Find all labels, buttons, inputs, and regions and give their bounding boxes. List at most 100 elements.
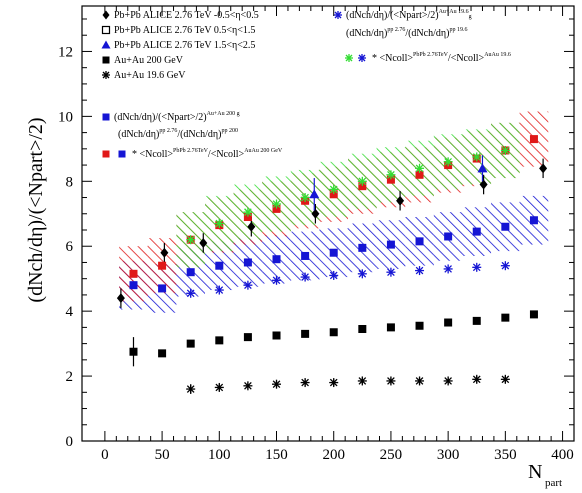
data-point [215,261,224,270]
data-point [500,145,510,155]
data-point-stroke [272,200,281,208]
data-point [358,243,367,252]
legend-green-line3: * <Ncoll>PbPb 2.76TeV/<Ncoll>AuAu 19.6 [372,52,511,64]
legend-red-line: * <Ncoll>PbPb 2.76TeV/<Ncoll>AuAu 200 Ge… [132,148,283,160]
legend-marker-blue-square [102,113,110,121]
legend-marker [102,113,110,121]
data-point [311,208,320,219]
data-point [247,221,256,232]
data-point [357,376,367,386]
legend-red-main: * <Ncoll> [132,149,173,160]
data-point-stroke [215,383,224,392]
legend-red-sup1: PbPb 2.76TeV [173,148,209,154]
legend-marker-stroke [345,54,353,62]
data-point [129,281,138,290]
data-point [243,333,252,342]
legend-green-line3-sup: PbPb 2.76TeV [413,52,449,58]
legend-entry-auau196: Au+Au 19.6 GeV [114,70,186,81]
legend-blue-line1-sup: Au+Au 200 g [207,111,240,117]
data-point-stroke [358,177,367,186]
data-point [329,184,339,194]
data-point-stroke [415,377,424,385]
data-point [300,193,310,203]
data-point [358,325,367,334]
data-point [186,339,195,348]
legend-blue-line2-sup2: pp 200 [221,128,238,134]
legend-marker [102,56,110,64]
data-point [477,163,488,173]
data-point [214,285,224,295]
data-point [386,323,395,332]
data-point-stroke [472,375,481,384]
data-point [214,382,224,392]
x-tick-label: 300 [437,447,460,463]
data-point [272,204,281,213]
data-point-stroke [358,269,367,278]
x-axis-title-main: N [528,461,542,483]
data-point [129,269,138,278]
data-point [396,195,405,206]
data-point-stroke [329,185,338,194]
data-point [443,157,453,167]
data-point-stroke [501,261,510,270]
data-point [472,227,481,236]
legend-marker-open-square [101,25,111,35]
data-point [358,182,367,191]
data-point [357,269,367,279]
data-point-stroke [387,170,395,179]
legend-entry-auau200: Au+Au 200 GeV [114,55,184,66]
x-tick-label: 400 [551,447,574,463]
data-point [386,376,396,386]
legend-marker-red-square [102,150,110,158]
data-point [472,374,482,384]
data-point [444,232,453,241]
axis-ticks [82,6,574,442]
data-point [272,275,282,285]
legend-marker [101,40,111,49]
legend-blue-band: (dNch/dη)/(<Npart>/2)Au+Au 200 g (dNch/d… [102,111,240,140]
data-point [386,170,396,180]
data-point [443,376,453,386]
data-point-stroke [472,153,481,161]
x-tick-label: 150 [265,447,288,463]
legend-green-band: (dNch/dη)/(<Npart>/2)Au+Au 19.6g (dNch/d… [334,9,511,64]
legend-green-line2: (dNch/dη)pp 2.76/(dNch/dη)pp 19.6 [346,27,467,39]
legend-marker-diamond [102,10,110,20]
legend-marker [102,71,110,79]
y-tick-label: 6 [66,239,74,255]
data-point [357,176,367,186]
data-point-stroke [444,377,452,385]
legend-blue-line1-main: (dNch/dη)/(<Npart>/2) [114,112,207,123]
data-point [160,247,169,258]
data-point-stroke [387,268,395,277]
y-tick-label: 0 [66,434,74,450]
x-tick-label: 200 [322,447,345,463]
data-point-stroke [244,281,252,290]
x-tick-label: 250 [380,447,403,463]
y-tick-label: 10 [58,109,73,125]
legend-marker [101,25,111,35]
legend-green-line2-mid: /(dNch/dη) [405,28,449,39]
legend-marker-square [102,56,110,64]
legend-marker-asterisk [102,71,110,79]
legend-blue-line2-sup: pp 2.76 [159,128,177,134]
data-point-stroke [501,375,510,384]
legend-marker-green-asterisk [345,54,353,62]
data-point [329,270,339,280]
legend-marker [334,11,342,19]
legend-green-line1-main: (dNch/dη)/(<Npart>/2) [346,10,439,21]
data-point-stroke [387,377,395,385]
data-point [501,313,510,322]
data-point [472,152,482,162]
data-point [415,266,425,276]
data-point-stroke [301,193,309,202]
legend-red-mid: /<Ncoll> [208,149,245,160]
legend-red-band: * <Ncoll>PbPb 2.76TeV/<Ncoll>AuAu 200 Ge… [102,148,283,160]
data-point [415,376,425,386]
data-point [500,374,510,384]
data-point [329,190,338,199]
data-point [301,251,310,260]
axis-tick-labels: 0 50 100 150 200 250 300 350 400 0 2 4 6 8 10 12 [58,44,574,463]
data-marks [116,135,548,394]
legend-green-line1-tail: g [469,14,472,20]
